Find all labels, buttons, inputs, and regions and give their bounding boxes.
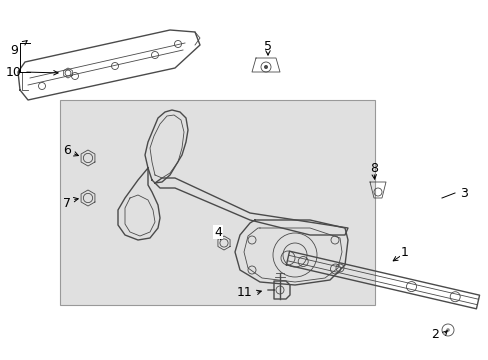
Text: 11: 11: [237, 287, 252, 300]
Text: 3: 3: [459, 186, 467, 199]
Text: 4: 4: [214, 225, 222, 239]
Text: 5: 5: [264, 40, 271, 53]
Bar: [60, 100, 374, 305]
Text: 7: 7: [63, 197, 71, 210]
Circle shape: [264, 65, 267, 69]
Text: 6: 6: [63, 144, 71, 157]
Text: 9: 9: [10, 44, 18, 57]
Text: 10: 10: [6, 66, 22, 78]
Circle shape: [445, 328, 449, 332]
Text: 2: 2: [430, 328, 438, 342]
Text: 1: 1: [400, 247, 408, 260]
Text: 8: 8: [369, 162, 377, 175]
